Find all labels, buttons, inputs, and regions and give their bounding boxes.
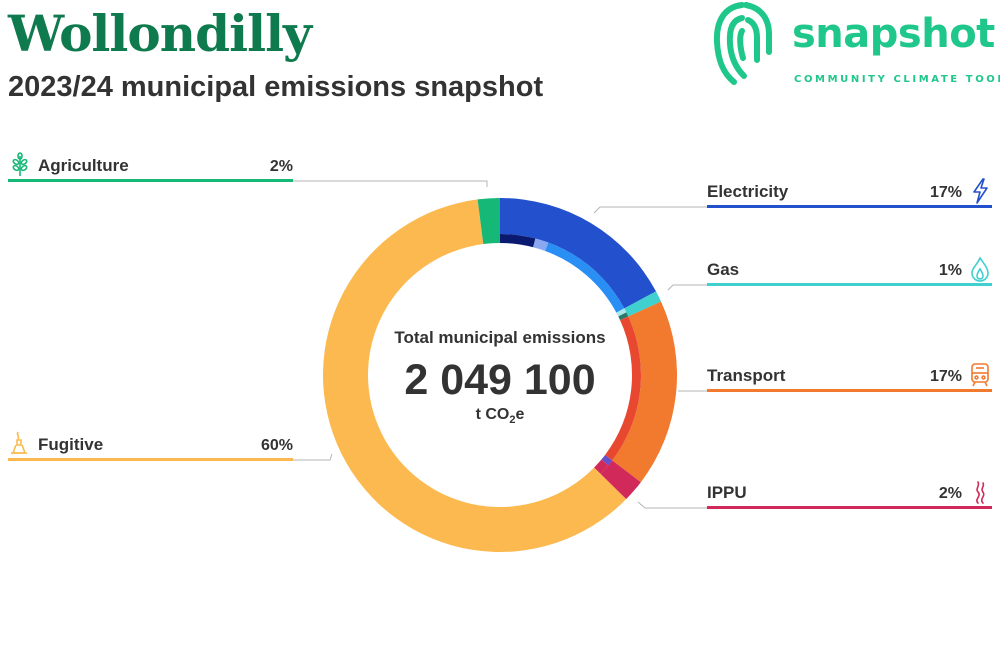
legend-bar: [707, 205, 992, 208]
smoke-icon: [976, 481, 985, 504]
gas-flare-icon: [11, 431, 27, 454]
fingerprint-icon: [713, 2, 772, 85]
leader-line-agriculture: [293, 180, 488, 187]
leader-line-gas: [667, 284, 707, 291]
legend-bar: [8, 458, 293, 461]
legend-percent: 17%: [929, 184, 962, 201]
legend-bar: [8, 179, 293, 182]
center-total-unit: t CO2e: [360, 406, 640, 426]
legend-fugitive: Fugitive 60%: [8, 431, 293, 461]
legend-bar: [707, 389, 992, 392]
legend-percent: 1%: [938, 262, 962, 279]
center-total-label: Total municipal emissions: [394, 328, 606, 347]
legend-transport: Transport 17%: [707, 362, 992, 392]
donut-subslice-transport-1: [605, 316, 641, 461]
donut-subslice-electricity-3: [545, 242, 625, 313]
legend-electricity: Electricity 17%: [707, 178, 992, 208]
unit-prefix: t CO: [475, 406, 510, 423]
legend-ippu: IPPU 2%: [707, 479, 992, 509]
donut-slice-electricity: [500, 198, 657, 309]
train-icon: [971, 363, 989, 387]
lightning-icon: [973, 178, 988, 204]
donut-slice-gas: [624, 291, 662, 317]
logo-tagline: COMMUNITY CLIMATE TOOL: [794, 74, 1000, 85]
donut-slice-transport: [612, 301, 677, 483]
donut-subslice-ippu-2: [594, 459, 609, 474]
donut-subslice-electricity-2: [533, 238, 549, 251]
legend-label: Gas: [707, 260, 740, 279]
legend-label: Fugitive: [38, 435, 104, 454]
donut-subslice-gas-2: [618, 312, 629, 321]
legend-bar: [707, 283, 992, 286]
unit-suffix: e: [515, 406, 525, 423]
logo-wordmark: snapshot: [792, 11, 995, 57]
donut-slice-fugitive: [322, 199, 627, 552]
legend-percent: 2%: [938, 485, 962, 502]
legend-label: IPPU: [707, 483, 747, 502]
wheat-icon: [12, 152, 28, 176]
flame-icon: [971, 256, 989, 282]
legend-percent: 2%: [269, 158, 293, 175]
legend-percent: 17%: [929, 368, 962, 385]
legend-percent: 60%: [260, 437, 293, 454]
center-total-value: 2 049 100: [404, 356, 596, 404]
unit-subscript: 2: [509, 414, 516, 427]
legend-label: Transport: [707, 366, 786, 385]
leader-line-electricity: [593, 206, 707, 214]
legend-agriculture: Agriculture 2%: [8, 152, 293, 182]
leader-line-ippu: [637, 501, 707, 509]
legend-label: Electricity: [707, 182, 789, 201]
page-title: Wollondilly: [8, 4, 312, 63]
legend-gas: Gas 1%: [707, 256, 992, 286]
legend-bar: [707, 506, 992, 509]
donut-subslice-electricity-1: [500, 234, 536, 248]
snapshot-logo: snapshot COMMUNITY CLIMATE TOOL: [712, 0, 1000, 92]
page-subtitle: 2023/24 municipal emissions snapshot: [8, 71, 544, 103]
legend-label: Agriculture: [38, 156, 129, 175]
donut-slice-ippu: [600, 460, 641, 500]
donut-subslice-ippu-1: [601, 454, 613, 466]
leader-line-fugitive: [293, 453, 333, 461]
donut-subslice-gas-1: [616, 308, 627, 317]
donut-slice-agriculture: [477, 198, 500, 245]
